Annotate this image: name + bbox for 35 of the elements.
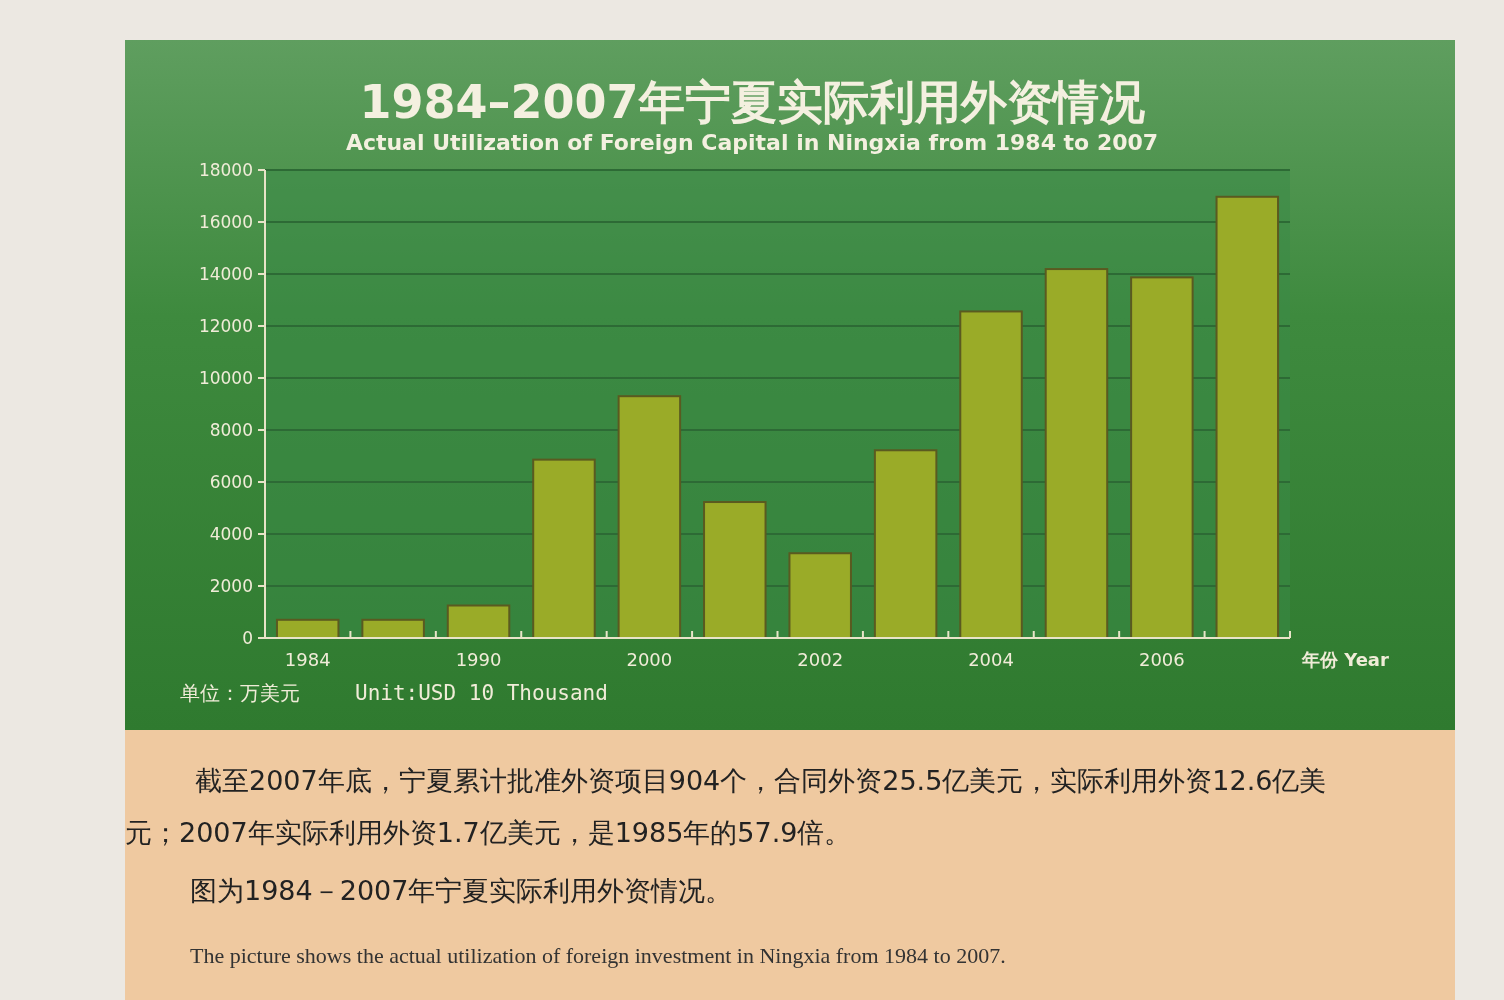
- x-tick-label: 2006: [1138, 649, 1185, 670]
- y-tick-label: 14000: [198, 264, 253, 284]
- bar: [1130, 276, 1194, 639]
- x-tick-label: 1990: [455, 649, 502, 670]
- y-tick-label: 18000: [198, 160, 253, 180]
- bar: [617, 395, 682, 639]
- y-tick-label: 4000: [209, 524, 253, 544]
- text: 单位：万美元: [180, 681, 300, 705]
- x-tick-label: 1984: [284, 649, 331, 670]
- x-tick-label: 2000: [626, 649, 673, 670]
- bar: [959, 310, 1023, 639]
- text: The picture shows the actual utilization of foreign investment in Ningxia from 1984 to 2007.: [190, 942, 1007, 970]
- chart-subtitle: Actual Utilization of Foreign Capital in Ningxia from 1984 to 2007: [345, 130, 1159, 155]
- chart-title: 1984–2007年宁夏实际利用外资情况: [359, 75, 1145, 129]
- x-axis-title: 年份 Year: [1301, 649, 1389, 670]
- bar: [446, 604, 511, 639]
- bar: [703, 501, 767, 639]
- y-tick-label: 2000: [209, 576, 253, 596]
- y-tick-label: 0: [242, 628, 253, 648]
- x-tick-label: 2002: [797, 649, 844, 670]
- bar: [361, 618, 425, 639]
- text: 截至2007年底，宁夏累计批准外资项目904个，合同外资25.5亿美元，实际利用外资12.6亿美元；2007年实际利用外资1.7亿美元，是1985年的57.9倍。: [125, 764, 1328, 850]
- y-tick-label: 16000: [198, 212, 253, 232]
- text: 图为1984－2007年宁夏实际利用外资情况。: [190, 874, 734, 908]
- x-tick-label: 2004: [968, 649, 1014, 670]
- bar: [1044, 268, 1109, 639]
- bar: [788, 552, 852, 639]
- y-tick-label: 8000: [209, 420, 253, 440]
- bar: [532, 458, 596, 639]
- bar: [1215, 195, 1280, 639]
- bar: [873, 449, 938, 639]
- y-tick-label: 12000: [198, 316, 253, 336]
- y-tick-label: 6000: [209, 472, 253, 492]
- text: Unit:USD 10 Thousand: [355, 681, 608, 705]
- y-tick-label: 10000: [198, 368, 253, 388]
